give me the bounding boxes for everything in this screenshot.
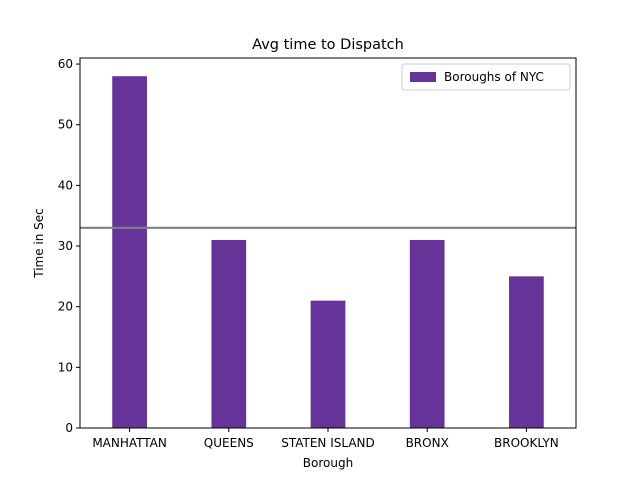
legend-box — [401, 63, 571, 91]
y-tick-label: 20 — [58, 300, 73, 314]
bar-staten-island — [310, 300, 346, 428]
legend-swatch — [410, 72, 436, 82]
x-tick-label: BRONX — [406, 436, 449, 450]
x-axis-title: Borough — [303, 456, 353, 470]
y-tick-label: 0 — [65, 421, 73, 435]
y-tick-label: 60 — [58, 57, 73, 71]
x-tick-label: STATEN ISLAND — [281, 436, 375, 450]
y-tick-label: 30 — [58, 239, 73, 253]
bar-queens — [211, 239, 247, 428]
x-tick-label: QUEENS — [204, 436, 254, 450]
y-axis-title: Time in Sec — [32, 208, 46, 279]
chart-title: Avg time to Dispatch — [252, 37, 404, 53]
bar-brooklyn — [509, 276, 544, 428]
x-tick-label: BROOKLYN — [494, 436, 559, 450]
x-tick-label: MANHATTAN — [92, 436, 167, 450]
bar-manhattan — [112, 76, 147, 429]
bar-bronx — [409, 239, 445, 428]
y-tick-label: 40 — [58, 178, 73, 192]
y-tick-label: 50 — [58, 118, 73, 132]
plot-area: 0 10 20 30 40 50 60 MANHATTAN QUEENS STATEN ISLAN… — [58, 57, 577, 450]
y-tick-label: 10 — [58, 360, 73, 374]
legend-label: Boroughs of NYC — [444, 70, 544, 84]
